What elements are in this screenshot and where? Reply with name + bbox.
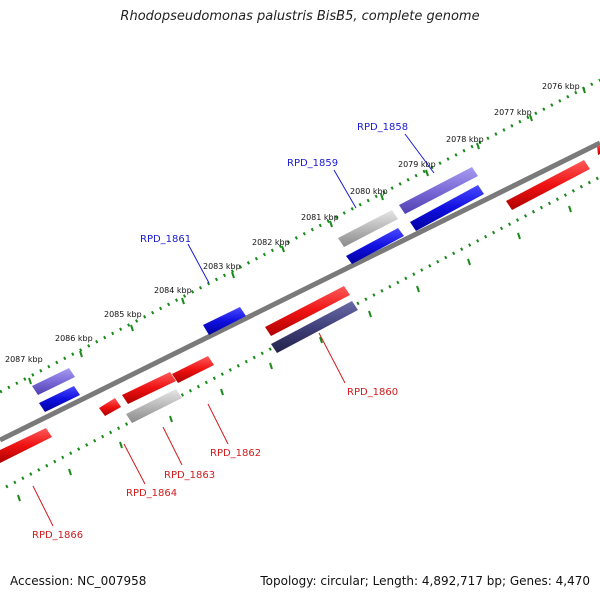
scale-track-top [0,78,600,394]
scale-track-bottom [5,175,600,489]
gene-label-rpd-1864[interactable]: RPD_1864 [126,488,177,499]
gene-arrow-rpd-1860[interactable] [271,301,358,353]
genome-backbone [0,140,600,443]
gene-arrow-lavender-left[interactable] [32,368,75,395]
gene-label-rpd-1861[interactable]: RPD_1861 [140,234,191,245]
gene-label-rpd-1859[interactable]: RPD_1859 [287,158,338,169]
gene-arrow-rpd-1861[interactable] [203,307,246,335]
gene-arrow-rpd-1858[interactable] [410,185,484,231]
gene-arrow-blue-left[interactable] [39,386,80,412]
gene-arrow-rpd-1859b[interactable] [346,228,404,264]
scale-ticks-top [28,86,586,385]
gene-arrow-rpd-1866[interactable] [0,428,52,463]
gene-arrow-rpd-1864[interactable] [99,398,121,416]
scale-label: 2080 kbp [350,187,388,196]
gene-arrow-red-right[interactable] [506,160,590,210]
genome-stats-text: Topology: circular; Length: 4,892,717 bp… [260,574,590,588]
gene-arrow-rpd-1862[interactable] [172,356,214,383]
scale-label: 2087 kbp [5,355,43,364]
gene-label-rpd-1858[interactable]: RPD_1858 [357,122,408,133]
scale-label: 2084 kbp [154,286,192,295]
scale-label: 2076 kbp [542,82,580,91]
map-title: Rhodopseudomonas palustris BisB5, comple… [120,9,480,24]
gene-label-rpd-1866[interactable]: RPD_1866 [32,530,83,541]
scale-label: 2079 kbp [398,160,436,169]
scale-label: 2077 kbp [494,108,532,117]
leader-lines-bottom [32,332,346,527]
scale-label: 2085 kbp [104,310,142,319]
leader-lines-top [187,133,435,284]
accession-text: Accession: NC_007958 [10,574,147,588]
gene-label-rpd-1862[interactable]: RPD_1862 [210,448,261,459]
gene-arrow-red-edge[interactable] [597,145,600,155]
gene-label-rpd-1863[interactable]: RPD_1863 [164,470,215,481]
scale-label: 2078 kbp [446,135,484,144]
gene-arrow-rpd-1863[interactable] [126,389,182,423]
gene-arrow-rpd-1858b[interactable] [399,167,478,214]
scale-label: 2082 kbp [252,238,290,247]
gene-arrow-red-center[interactable] [265,286,350,336]
gene-arrow-red-1863[interactable] [122,372,176,404]
scale-label: 2083 kbp [203,262,241,271]
scale-label: 2086 kbp [55,334,93,343]
scale-ticks-bottom [17,205,572,502]
gene-label-rpd-1860[interactable]: RPD_1860 [347,387,398,398]
gene-arrow-rpd-1859[interactable] [338,210,398,247]
scale-label: 2081 kbp [301,213,339,222]
